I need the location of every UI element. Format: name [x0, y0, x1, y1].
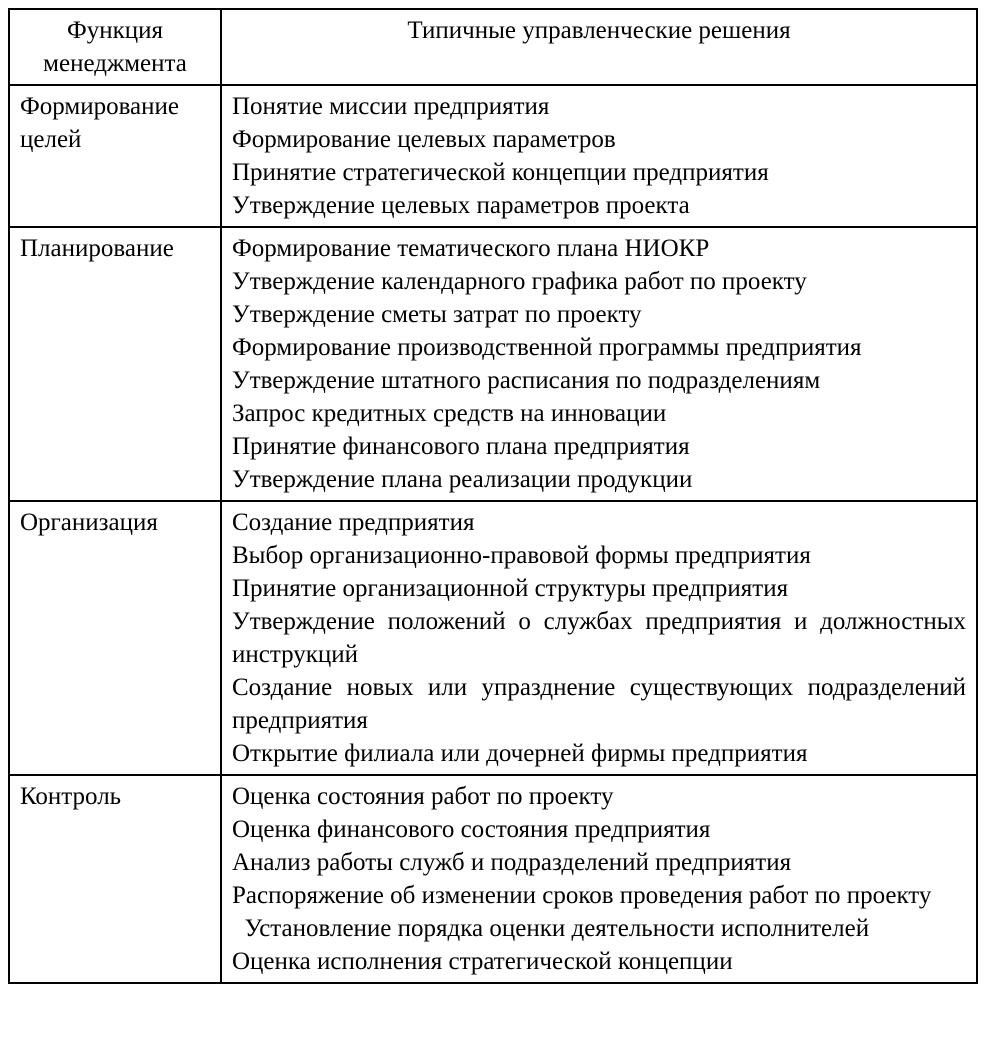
- function-cell: Формирование целей: [9, 85, 221, 227]
- table-header-row: Функция менеджмента Типичные управленчес…: [9, 9, 977, 85]
- decision-line: Формирование целевых параметров: [232, 123, 966, 156]
- decision-line: Формирование производственной программы …: [232, 331, 966, 364]
- decision-line: Открытие филиала или дочерней фирмы пред…: [232, 737, 966, 770]
- table-row: КонтрольОценка состояния работ по проект…: [9, 775, 977, 983]
- decision-line: Утверждение положений о службах предприя…: [232, 605, 966, 671]
- col-header-function: Функция менеджмента: [9, 9, 221, 85]
- function-cell: Организация: [9, 501, 221, 775]
- decision-line: Утверждение календарного графика работ п…: [232, 265, 966, 298]
- decision-line: Принятие организационной структуры предп…: [232, 572, 966, 605]
- table-row: ОрганизацияСоздание предприятияВыбор орг…: [9, 501, 977, 775]
- function-cell: Контроль: [9, 775, 221, 983]
- decision-line: Создание новых или упразднение существую…: [232, 671, 966, 737]
- decision-line: Утверждение плана реализации продукции: [232, 463, 966, 496]
- decision-line: Утверждение штатного расписания по подра…: [232, 364, 966, 397]
- decisions-cell: Создание предприятияВыбор организационно…: [221, 501, 977, 775]
- decision-line: Запрос кредитных средств на инновации: [232, 397, 966, 430]
- table-row: Формирование целейПонятие миссии предпри…: [9, 85, 977, 227]
- decision-line: Анализ работы служб и подразделений пред…: [232, 846, 966, 879]
- decisions-cell: Оценка состояния работ по проектуОценка …: [221, 775, 977, 983]
- decision-line: Оценка финансового состояния предприятия: [232, 813, 966, 846]
- decision-line: Утверждение целевых параметров проекта: [232, 189, 966, 222]
- decision-line: Утверждение сметы затрат по проекту: [232, 298, 966, 331]
- decision-line: Оценка состояния работ по проекту: [232, 780, 966, 813]
- table-body: Формирование целейПонятие миссии предпри…: [9, 85, 977, 983]
- decision-line: Установление порядка оценки деятельности…: [232, 912, 966, 945]
- decision-line: Понятие миссии предприятия: [232, 90, 966, 123]
- decision-line: Оценка исполнения стратегической концепц…: [232, 945, 966, 978]
- table-row: ПланированиеФормирование тематического п…: [9, 227, 977, 501]
- decision-line: Принятие стратегической концепции предпр…: [232, 156, 966, 189]
- decision-line: Создание предприятия: [232, 506, 966, 539]
- function-cell: Планирование: [9, 227, 221, 501]
- decision-line: Распоряжение об изменении сроков проведе…: [232, 879, 966, 912]
- decisions-cell: Формирование тематического плана НИОКРУт…: [221, 227, 977, 501]
- decisions-cell: Понятие миссии предприятияФормирование ц…: [221, 85, 977, 227]
- decision-line: Выбор организационно-правовой формы пред…: [232, 539, 966, 572]
- decision-line: Формирование тематического плана НИОКР: [232, 232, 966, 265]
- col-header-decisions: Типичные управленческие решения: [221, 9, 977, 85]
- management-functions-table: Функция менеджмента Типичные управленчес…: [8, 8, 978, 984]
- decision-line: Принятие финансового плана предприятия: [232, 430, 966, 463]
